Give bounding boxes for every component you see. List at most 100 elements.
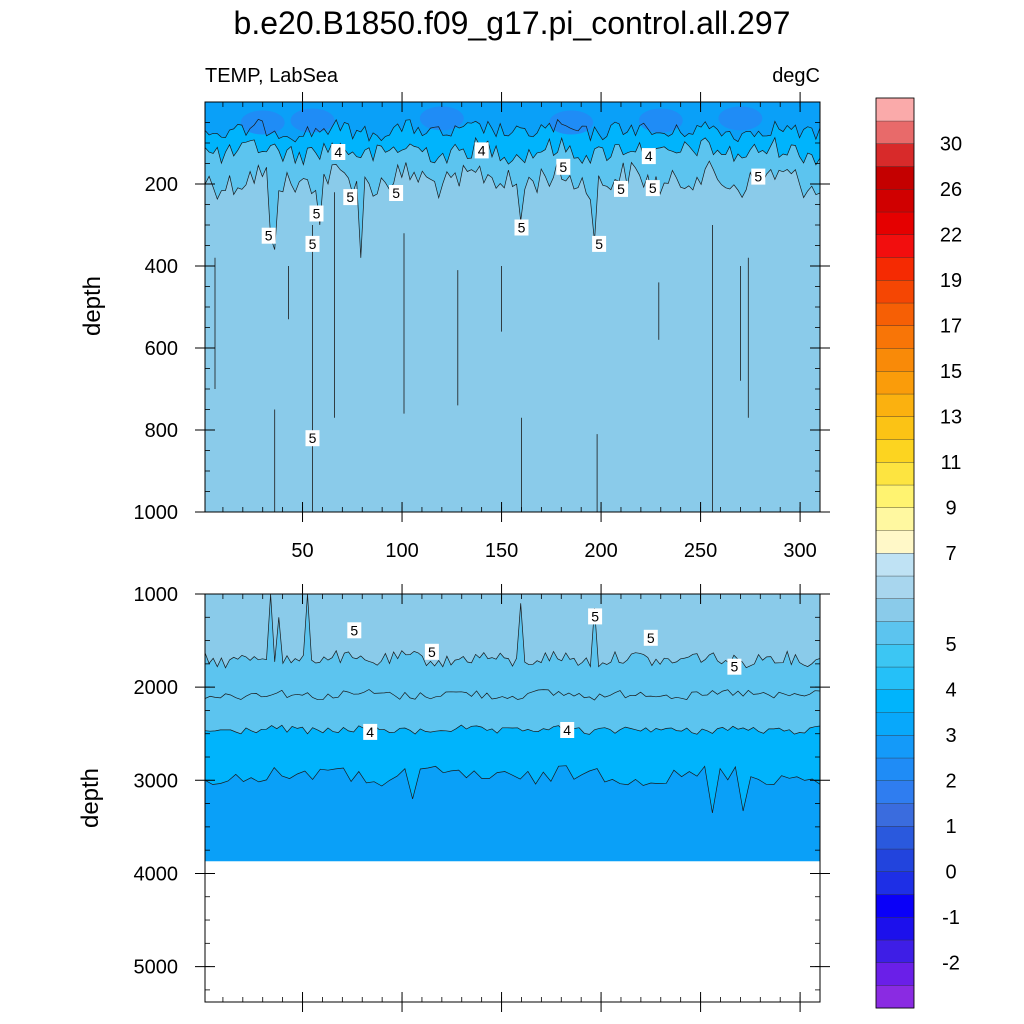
y-tick-label: 5000 — [134, 957, 179, 979]
colorbar-swatch — [875, 757, 915, 781]
contour-label: 5 — [614, 180, 628, 197]
y-tick-label: 600 — [145, 338, 178, 360]
contour-line — [205, 765, 820, 813]
contour-line — [205, 118, 820, 143]
colorbar-swatch — [875, 507, 915, 531]
chart-title: b.e20.B1850.f09_g17.pi_control.all.297 — [234, 5, 791, 41]
colorbar-swatch — [875, 188, 915, 213]
colorbar-swatch — [875, 575, 915, 599]
colorbar-swatch — [875, 939, 915, 963]
colorbar-swatch — [875, 712, 915, 736]
cold-patch — [549, 110, 594, 135]
colorbar-frame — [875, 97, 915, 1009]
x-tick-label: 300 — [783, 540, 816, 562]
contour-label: 4 — [474, 142, 489, 159]
contour-label: 5 — [514, 219, 529, 236]
contour-label-text: 5 — [754, 169, 762, 185]
upper-panel: 4 4 4 5 5 5 5 5 5 5 5 5 5 5 5 200 400 600 800 1000 50 100 150 2… — [134, 92, 830, 562]
contour-label: 5 — [305, 430, 320, 447]
contour-label: 4 — [641, 148, 656, 165]
contour-label-text: 5 — [595, 236, 603, 252]
colorbar-swatch — [875, 211, 915, 235]
y-tick-label: 800 — [145, 420, 178, 442]
colorbar-swatch — [875, 393, 915, 417]
x-tick-label: 150 — [485, 540, 518, 562]
contour-label: 5 — [343, 189, 358, 206]
contour-label: 4 — [560, 722, 575, 738]
contour-label-text: 5 — [309, 430, 317, 446]
colorbar-swatch — [875, 666, 915, 690]
contour-label-text: 5 — [346, 189, 354, 205]
colorbar-swatch — [875, 985, 915, 1009]
contour-line — [205, 136, 820, 166]
contour-label: 5 — [645, 180, 660, 197]
contour-label-text: 5 — [313, 206, 321, 222]
contour-label: 5 — [727, 658, 742, 675]
colorbar-swatch — [875, 780, 915, 804]
colorbar-swatch — [875, 621, 915, 645]
colorbar-swatch — [875, 348, 915, 372]
cold-patch — [290, 108, 335, 133]
contour-label-text: 5 — [649, 180, 657, 196]
colorbar-label: 2 — [945, 771, 956, 793]
colorbar-swatch — [875, 734, 915, 759]
contour-label-text: 5 — [731, 659, 739, 675]
contour-label: 5 — [347, 622, 362, 639]
contour-label: 5 — [592, 235, 607, 252]
y-tick-label: 2000 — [134, 677, 179, 699]
cold-patch — [419, 106, 464, 131]
contour-label-text: 4 — [478, 142, 486, 158]
colorbar-swatch — [875, 302, 915, 326]
colorbar-swatch — [875, 279, 915, 304]
plot-frame — [204, 593, 821, 1003]
contour-line — [205, 689, 820, 701]
colorbar-swatch — [875, 643, 915, 668]
colorbar-label: 0 — [945, 862, 956, 884]
colorbar-swatch — [875, 461, 915, 486]
colorbar-label: 22 — [940, 225, 962, 247]
colorbar-swatch — [875, 825, 915, 850]
colorbar-label: 3 — [945, 725, 956, 747]
colorbar-label: 19 — [940, 270, 962, 292]
colorbar: -2 -1 0 1 2 3 4 5 7 9 11 13 15 17 19 22 26 30 — [875, 97, 962, 1009]
contour-label: 5 — [389, 185, 404, 201]
contour-label-text: 5 — [309, 236, 317, 252]
lower-ylabel: depth — [77, 768, 104, 828]
contour-label-text: 5 — [559, 159, 567, 175]
contour-fill — [205, 102, 820, 512]
contour-label: 5 — [751, 168, 766, 185]
colorbar-swatch — [875, 803, 915, 827]
colorbar-label: 5 — [945, 634, 956, 656]
colorbar-swatch — [875, 552, 915, 577]
contour-label: 5 — [261, 227, 276, 244]
colorbar-swatch — [875, 257, 915, 281]
colorbar-label: -1 — [942, 907, 960, 929]
contour-label-text: 5 — [617, 181, 625, 197]
contour-line — [205, 594, 820, 669]
contour-label: 5 — [305, 235, 320, 252]
colorbar-swatch — [875, 234, 915, 258]
contour-label: 5 — [588, 608, 603, 625]
units-label: degC — [772, 65, 820, 87]
colorbar-swatch — [875, 97, 915, 122]
contour-label-text: 4 — [563, 722, 571, 738]
colorbar-label: 17 — [940, 316, 962, 338]
land-mask — [205, 861, 820, 1002]
colorbar-label: 11 — [941, 452, 962, 474]
colorbar-swatch — [875, 689, 915, 713]
x-tick-label: 250 — [684, 540, 717, 562]
contour-fill — [205, 594, 820, 1002]
contour-label: 5 — [556, 158, 571, 175]
colorbar-label: -2 — [942, 953, 960, 975]
contour-label-text: 4 — [334, 144, 342, 160]
y-tick-label: 1000 — [134, 584, 179, 606]
contour-label-text: 5 — [392, 185, 400, 201]
contour-label: 5 — [309, 205, 324, 222]
colorbar-swatch — [875, 166, 915, 190]
y-tick-label: 1000 — [134, 502, 179, 524]
contour-label: 4 — [363, 723, 378, 740]
colorbar-swatch — [875, 120, 915, 144]
colorbar-swatch — [875, 894, 915, 918]
y-tick-label: 3000 — [134, 770, 179, 792]
